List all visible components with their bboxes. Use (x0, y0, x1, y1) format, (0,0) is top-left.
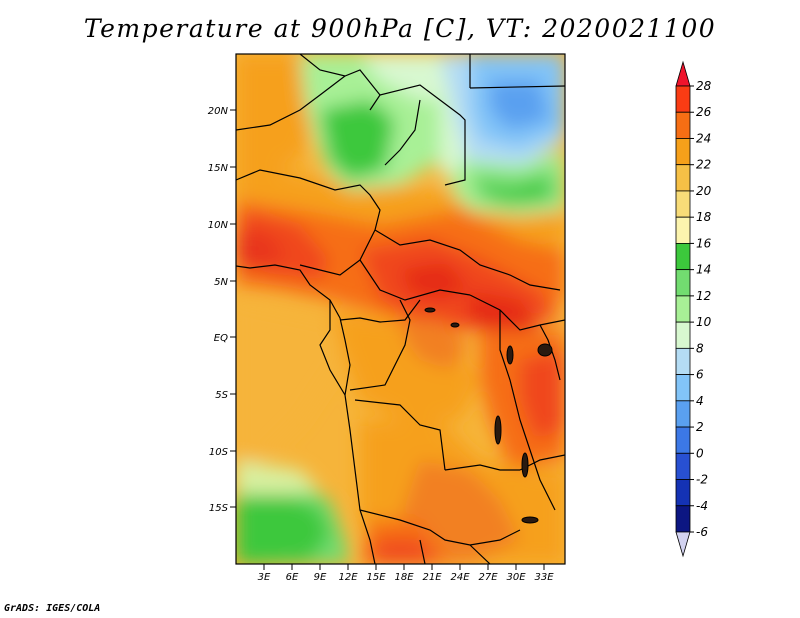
colorbar-label: 8 (696, 341, 704, 355)
plot-frame (235, 53, 566, 565)
lon-label: 21E (422, 572, 442, 583)
colorbar-swatch (675, 138, 691, 166)
lon-label: 27E (478, 572, 498, 583)
lon-label: 3E (258, 572, 271, 583)
colorbar-label: 6 (696, 368, 704, 382)
colorbar-label: 4 (696, 394, 704, 408)
colorbar-swatch (675, 190, 691, 218)
colorbar-label: 2 (696, 420, 704, 434)
colorbar-label: -6 (696, 525, 708, 539)
lat-label: 15S (209, 503, 229, 514)
lon-ticks (263, 564, 545, 570)
map-title: Temperature at 900hPa [C], VT: 202002110… (83, 14, 717, 43)
colorbar-label: 18 (696, 210, 712, 224)
colorbar-swatch (675, 269, 691, 297)
colorbar-swatch (675, 505, 691, 533)
lat-labels: 20N 15N 10N 5N EQ 5S 10S 15S (208, 106, 229, 514)
lon-labels: 3E 6E 9E 12E 15E 18E 21E 24E 27E 30E 33E (258, 572, 555, 583)
colorbar-label: 16 (696, 236, 712, 250)
colorbar-label: 14 (696, 263, 711, 277)
colorbar-label: 24 (696, 131, 711, 145)
country-borders (236, 54, 565, 564)
colorbar-swatch (675, 243, 691, 271)
grads-credit: GrADS: IGES/COLA (4, 603, 101, 614)
colorbar-swatch (675, 216, 691, 244)
colorbar-max-triangle (675, 60, 691, 87)
temperature-field (236, 54, 565, 564)
colorbar-swatch (675, 374, 691, 402)
lon-label: 30E (506, 572, 526, 583)
lat-label: 5N (214, 277, 228, 288)
colorbar-label: 28 (696, 79, 712, 93)
lat-label: 10S (209, 447, 229, 458)
colorbar-swatch (675, 426, 691, 454)
lon-label: 12E (338, 572, 358, 583)
lat-label: 20N (208, 106, 229, 117)
colorbar-label: 22 (696, 158, 711, 172)
lon-label: 24E (450, 572, 470, 583)
colorbar-label: 10 (696, 315, 712, 329)
colorbar-swatch (675, 85, 691, 113)
colorbar-swatch (675, 295, 691, 323)
colorbar-swatch (675, 347, 691, 375)
lakes (424, 307, 553, 524)
colorbar-label: 12 (696, 289, 711, 303)
colorbar-label: 20 (696, 184, 712, 198)
colorbar-label: -4 (696, 499, 708, 513)
colorbar-swatch (675, 111, 691, 139)
lat-label: 15N (208, 163, 229, 174)
lon-label: 9E (314, 572, 327, 583)
colorbar-swatch (675, 400, 691, 428)
colorbar-label: 26 (696, 105, 712, 119)
lon-label: 6E (286, 572, 299, 583)
colorbar-min-triangle (675, 531, 691, 558)
lat-ticks (230, 109, 236, 508)
lat-label: EQ (214, 333, 228, 344)
lon-label: 18E (394, 572, 414, 583)
colorbar-swatch (675, 452, 691, 480)
colorbar-label: 0 (696, 446, 704, 460)
lat-label: 10N (208, 220, 229, 231)
lat-label: 5S (215, 390, 228, 401)
lon-label: 15E (366, 572, 386, 583)
colorbar-swatch (675, 321, 691, 349)
lon-label: 33E (534, 572, 554, 583)
colorbar-swatch (675, 479, 691, 507)
colorbar-label: -2 (696, 473, 708, 487)
colorbar-swatch (675, 164, 691, 192)
